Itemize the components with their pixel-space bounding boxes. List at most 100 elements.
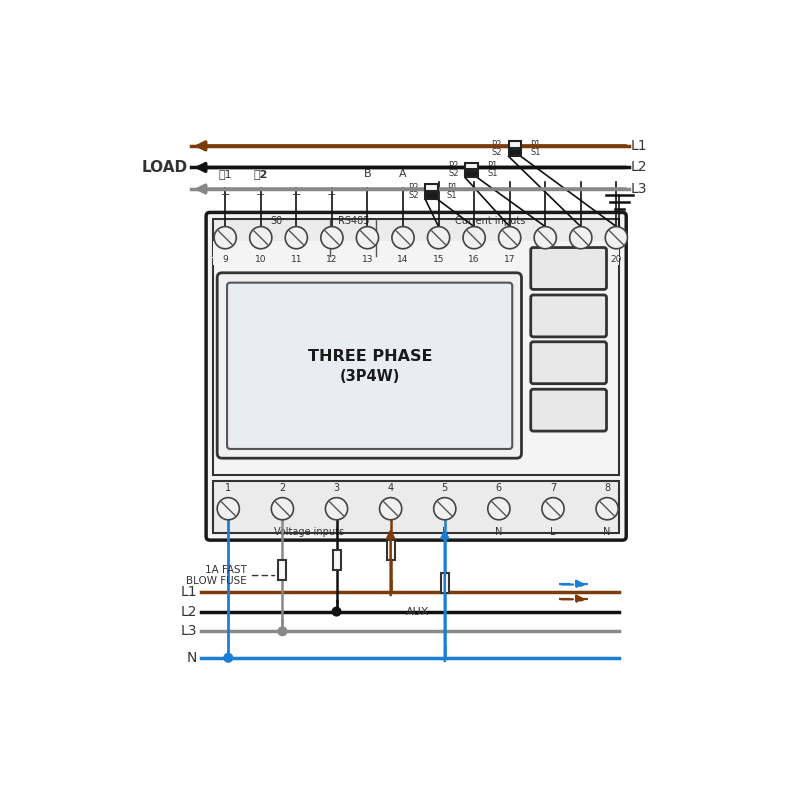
Bar xyxy=(213,259,619,475)
Circle shape xyxy=(534,226,556,249)
Circle shape xyxy=(332,607,341,616)
FancyBboxPatch shape xyxy=(530,342,606,384)
Text: 14: 14 xyxy=(398,255,409,264)
Text: S2: S2 xyxy=(491,148,502,157)
Circle shape xyxy=(427,226,450,249)
Bar xyxy=(213,219,619,256)
Circle shape xyxy=(321,226,343,249)
Text: S2: S2 xyxy=(448,170,458,178)
Circle shape xyxy=(434,498,456,520)
Text: +: + xyxy=(256,190,266,200)
Bar xyxy=(509,149,521,156)
Text: L3: L3 xyxy=(181,624,198,638)
FancyBboxPatch shape xyxy=(530,247,606,290)
Bar xyxy=(466,162,478,170)
Text: 18: 18 xyxy=(539,255,551,264)
Circle shape xyxy=(271,498,294,520)
Text: L2: L2 xyxy=(181,605,198,618)
Text: −: − xyxy=(221,190,230,200)
Text: 6: 6 xyxy=(496,482,502,493)
Circle shape xyxy=(278,627,286,636)
Text: 13: 13 xyxy=(362,255,373,264)
Text: THREE PHASE: THREE PHASE xyxy=(308,349,432,364)
Text: 15: 15 xyxy=(433,255,444,264)
Text: ⎌1: ⎌1 xyxy=(218,169,232,179)
Text: L3: L3 xyxy=(630,182,647,196)
Bar xyxy=(426,192,438,199)
Text: −: − xyxy=(292,190,301,200)
Text: N: N xyxy=(603,527,611,538)
Circle shape xyxy=(488,498,510,520)
Text: N: N xyxy=(495,527,502,538)
Text: AUX: AUX xyxy=(406,607,430,618)
Circle shape xyxy=(214,226,236,249)
Text: 12: 12 xyxy=(326,255,338,264)
Text: L1: L1 xyxy=(181,585,198,599)
Text: N: N xyxy=(187,650,198,665)
FancyBboxPatch shape xyxy=(227,282,512,449)
FancyBboxPatch shape xyxy=(206,213,626,540)
Circle shape xyxy=(570,226,592,249)
Text: P2: P2 xyxy=(491,140,502,149)
Text: 5: 5 xyxy=(442,482,448,493)
Text: 16: 16 xyxy=(468,255,480,264)
Text: 11: 11 xyxy=(290,255,302,264)
Circle shape xyxy=(596,498,618,520)
Text: L: L xyxy=(442,527,447,538)
Text: 1: 1 xyxy=(226,482,231,493)
Text: 19: 19 xyxy=(575,255,586,264)
Circle shape xyxy=(498,226,521,249)
Text: 3: 3 xyxy=(334,482,339,493)
Bar xyxy=(333,550,341,570)
Text: S1: S1 xyxy=(487,170,498,178)
Text: S1: S1 xyxy=(530,148,541,157)
Text: RS485: RS485 xyxy=(338,215,369,226)
Text: 20: 20 xyxy=(610,255,622,264)
Circle shape xyxy=(217,498,239,520)
Text: +: + xyxy=(327,190,337,200)
Circle shape xyxy=(326,498,348,520)
Bar xyxy=(386,541,394,560)
Circle shape xyxy=(250,226,272,249)
Circle shape xyxy=(463,226,486,249)
Bar xyxy=(426,184,438,191)
FancyBboxPatch shape xyxy=(217,273,522,458)
Circle shape xyxy=(224,654,233,662)
Text: L: L xyxy=(550,527,556,538)
Text: S2: S2 xyxy=(408,191,418,200)
Text: Voltage inputs: Voltage inputs xyxy=(274,527,345,538)
Text: 4: 4 xyxy=(387,482,394,493)
Circle shape xyxy=(606,226,627,249)
Bar xyxy=(466,170,478,178)
Circle shape xyxy=(379,498,402,520)
Text: 10: 10 xyxy=(255,255,266,264)
Circle shape xyxy=(356,226,378,249)
Text: P2: P2 xyxy=(408,183,418,192)
Text: (3P4W): (3P4W) xyxy=(340,369,400,384)
Circle shape xyxy=(542,498,564,520)
Text: 17: 17 xyxy=(504,255,515,264)
Text: ⎌2: ⎌2 xyxy=(254,169,268,179)
Text: 2: 2 xyxy=(279,482,286,493)
FancyBboxPatch shape xyxy=(530,295,606,337)
Text: 9: 9 xyxy=(222,255,228,264)
Text: S0: S0 xyxy=(270,215,282,226)
Bar xyxy=(441,574,449,593)
Text: P2: P2 xyxy=(448,162,458,170)
Text: 7: 7 xyxy=(550,482,556,493)
Circle shape xyxy=(286,226,307,249)
Bar xyxy=(278,560,286,580)
Text: S1: S1 xyxy=(447,191,458,200)
Circle shape xyxy=(392,226,414,249)
Text: 8: 8 xyxy=(604,482,610,493)
Text: 1A FAST
BLOW FUSE: 1A FAST BLOW FUSE xyxy=(186,565,274,586)
Text: Current inputs: Current inputs xyxy=(455,215,526,226)
Bar xyxy=(213,241,619,266)
Text: A: A xyxy=(399,169,407,179)
Text: LOAD: LOAD xyxy=(142,160,188,175)
Text: P1: P1 xyxy=(530,140,541,149)
Text: L1: L1 xyxy=(630,139,647,153)
Text: P1: P1 xyxy=(487,162,498,170)
Bar xyxy=(509,141,521,148)
Text: B: B xyxy=(364,169,371,179)
